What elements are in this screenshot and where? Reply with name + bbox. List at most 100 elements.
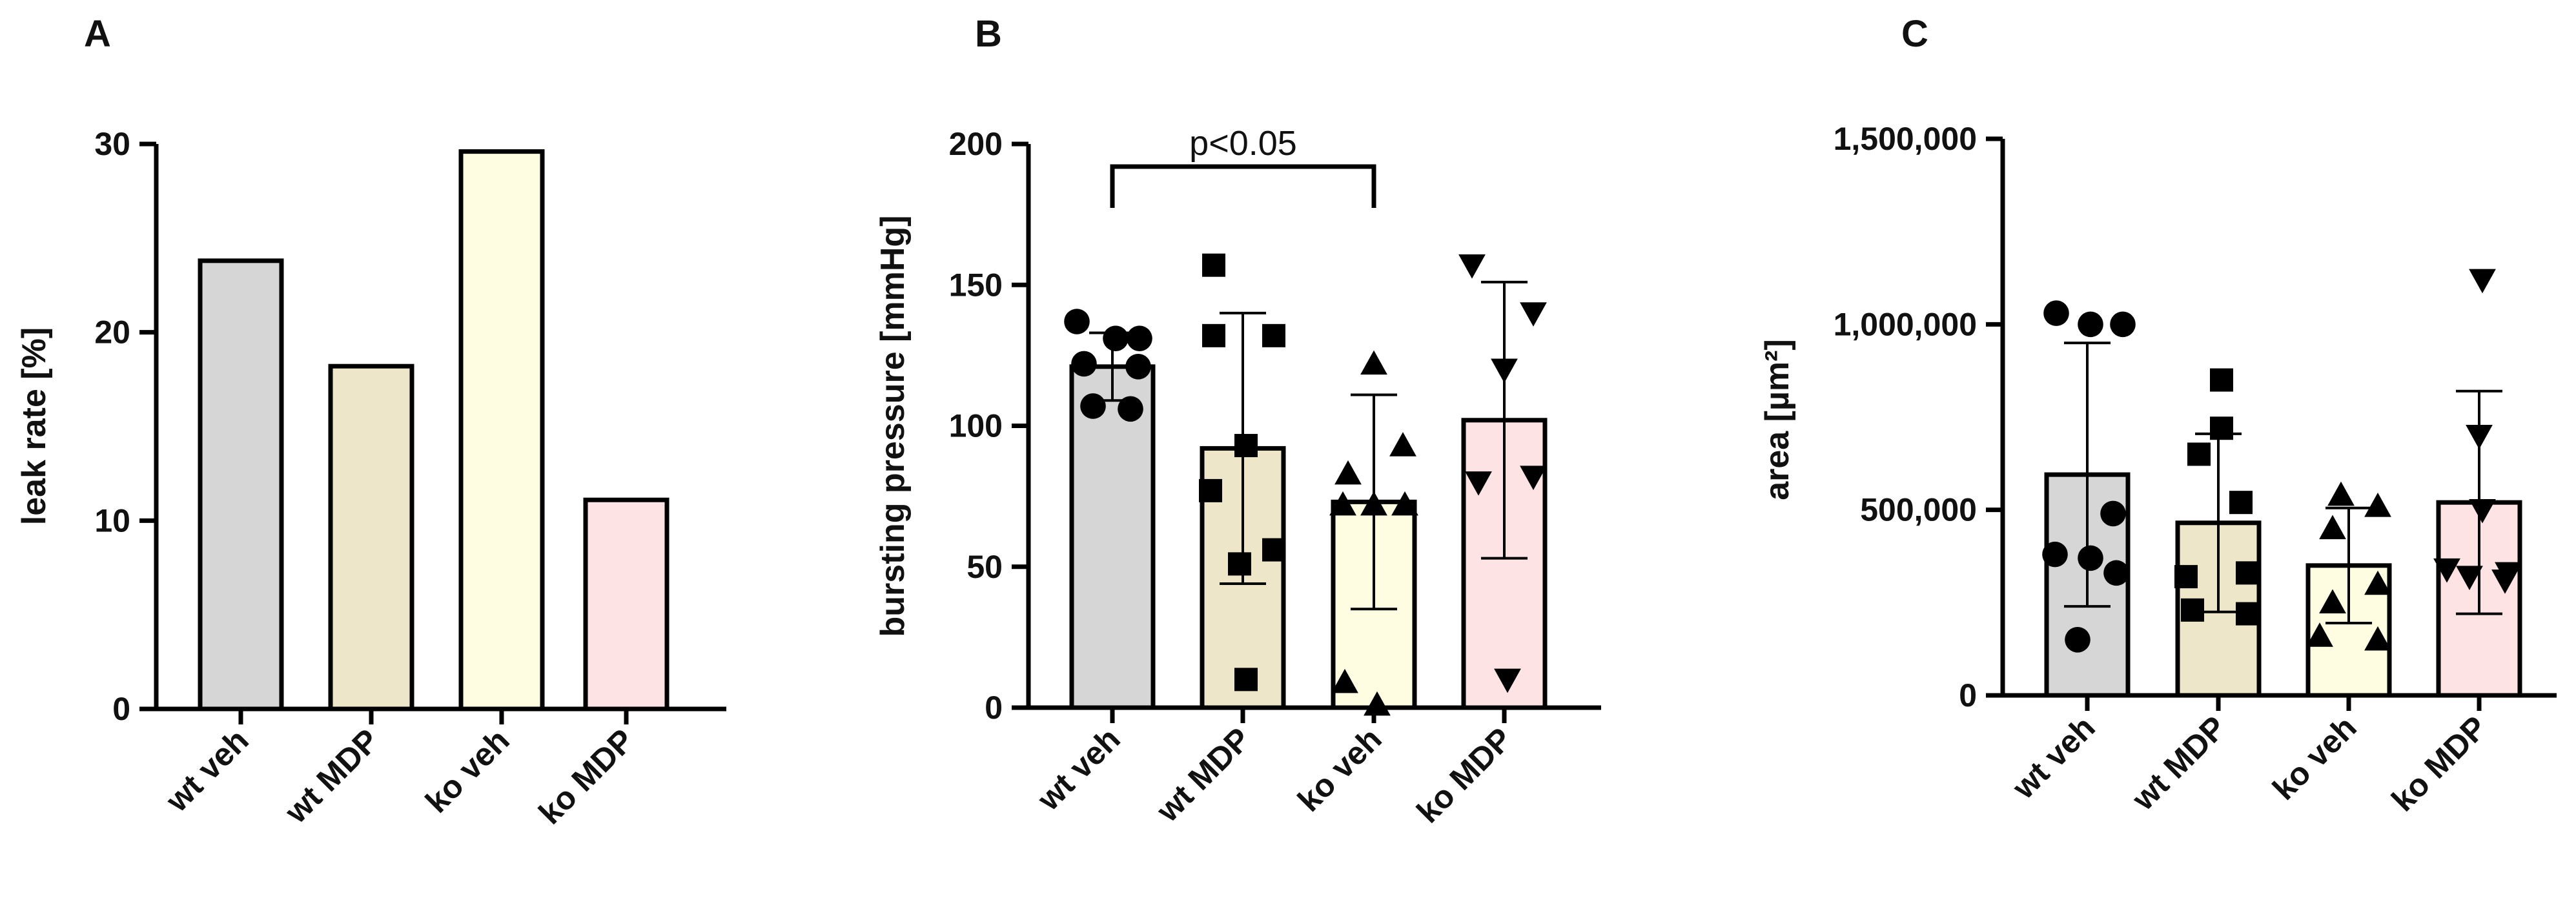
panel-c-data-point-wt-veh	[2103, 560, 2129, 586]
panel-b-data-point-wt-veh	[1103, 325, 1129, 351]
panel-b-bursting-pressure-chart: B bursting pressure [mmHg] 050100150200 …	[874, 13, 1601, 830]
panel-a-bar-ko-veh	[458, 149, 545, 712]
panel-b-data-point-ko-veh	[1360, 350, 1387, 375]
panel-c-y-tick-label: 1,500,000	[1834, 121, 1977, 157]
panel-b-data-point-ko-mdp	[1520, 302, 1547, 327]
panel-c-y-axis-label: area [µm²]	[1759, 339, 1796, 500]
panel-c-data-point-ko-mdp	[2456, 566, 2483, 590]
panel-b-data-point-wt-mdp	[1262, 538, 1285, 562]
panel-c-data-point-ko-veh	[2327, 481, 2355, 506]
panel-a-y-tick-label: 20	[94, 314, 130, 351]
panel-b-data-point-ko-mdp	[1494, 668, 1521, 693]
panel-b-bars	[1069, 364, 1548, 710]
panel-b-data-point-wt-mdp	[1202, 253, 1225, 277]
panel-a-x-tick-label-ko-mdp: ko MDP	[532, 722, 641, 831]
panel-a-bar-ko-mdp	[583, 497, 670, 712]
panel-b-data-point-ko-mdp	[1465, 471, 1492, 496]
panel-b-y-tick-label: 50	[966, 549, 1003, 585]
panel-c-x-tick-label-ko-mdp: ko MDP	[2385, 709, 2494, 818]
panel-b-data-point-wt-veh	[1071, 351, 1097, 377]
panel-a-y-axis-label: leak rate [%]	[15, 327, 53, 525]
panel-a-y-tick-label: 10	[94, 502, 130, 538]
panel-c-data-point-ko-veh	[2364, 626, 2391, 651]
panel-b-label: B	[975, 13, 1002, 55]
panel-a-x-tick-label-wt-veh: wt veh	[158, 722, 255, 819]
panel-b-x-tick-label-wt-mdp: wt MDP	[1149, 721, 1258, 829]
panel-c-data-point-ko-veh	[2319, 515, 2346, 540]
panel-b-significance-label: p<0.05	[1189, 124, 1297, 163]
panel-c-data-point-wt-veh	[2043, 300, 2069, 326]
panel-b-data-point-wt-veh	[1127, 325, 1152, 351]
panel-c-x-tick-label-ko-veh: ko veh	[2265, 709, 2364, 807]
panel-c-data-point-wt-veh	[2042, 541, 2068, 568]
panel-b-data-point-wt-mdp	[1262, 323, 1285, 347]
panel-c-data-point-ko-mdp	[2469, 269, 2496, 294]
panel-b-data-point-ko-veh	[1389, 432, 1416, 456]
panel-b-data-point-wt-veh	[1064, 309, 1090, 334]
panel-c-data-point-ko-mdp	[2433, 558, 2460, 583]
panel-c-data-point-ko-veh	[2319, 589, 2346, 614]
panel-b-data-point-wt-mdp	[1234, 668, 1258, 692]
panel-b-x-tick-label-ko-mdp: ko MDP	[1410, 721, 1519, 830]
panel-b-x-tick-labels: wt veh wt MDP ko veh ko MDP	[1030, 708, 1519, 830]
panel-b-data-point-wt-veh	[1118, 396, 1143, 422]
panel-c-y-ticks: 0 500,000 1,000,000 1,500,000	[1834, 121, 2003, 713]
panel-b-data-point-wt-veh	[1125, 354, 1151, 380]
panel-b-y-tick-label: 100	[949, 408, 1003, 444]
panel-b-significance-bracket: p<0.05	[1110, 124, 1376, 208]
panel-b-x-tick-label-ko-veh: ko veh	[1291, 721, 1389, 819]
panel-a-x-tick-label-ko-veh: ko veh	[418, 722, 516, 820]
panel-b-data-point-ko-veh	[1331, 668, 1358, 693]
panel-c-y-tick-label: 500,000	[1860, 492, 1977, 528]
panel-c-data-point-ko-mdp	[2466, 425, 2493, 449]
panel-c-data-point-wt-mdp	[2236, 561, 2259, 585]
panel-b-x-tick-label-wt-veh: wt veh	[1030, 721, 1127, 817]
panel-b-y-tick-label: 200	[949, 126, 1003, 162]
panel-b-data-point-ko-veh	[1329, 491, 1356, 516]
panel-c-data-point-wt-mdp	[2236, 602, 2259, 626]
panel-c-data-point-wt-mdp	[2210, 416, 2233, 440]
panel-b-data-point-ko-mdp	[1520, 466, 1547, 490]
panel-b-data-point-ko-veh	[1334, 460, 1362, 485]
panel-c-data-point-wt-mdp	[2174, 565, 2198, 589]
panel-c-x-tick-labels: wt veh wt MDP ko veh ko MDP	[2005, 695, 2494, 818]
panel-c-data-point-ko-veh	[2306, 622, 2333, 647]
panel-b-data-point-wt-mdp	[1202, 323, 1225, 347]
panel-a-x-tick-label-wt-mdp: wt MDP	[278, 722, 386, 830]
panel-b-data-point-wt-mdp	[1199, 478, 1222, 502]
panel-a-x-tick-labels: wt veh wt MDP ko veh ko MDP	[158, 709, 641, 831]
panel-b-data-points	[1064, 253, 1547, 716]
panel-c-data-points	[2042, 269, 2522, 653]
panel-c-y-tick-label: 1,000,000	[1834, 306, 1977, 342]
panel-c-x-tick-label-wt-mdp: wt MDP	[2125, 709, 2233, 817]
panel-c-data-point-wt-veh	[2078, 311, 2103, 338]
panel-c-y-tick-label: 0	[1959, 677, 1977, 713]
panel-b-data-point-ko-mdp	[1491, 358, 1518, 384]
panel-c-data-point-wt-veh	[2100, 500, 2126, 527]
panel-c-label: C	[1901, 13, 1928, 55]
panel-b-data-point-wt-veh	[1080, 393, 1106, 419]
panel-a-label: A	[84, 13, 111, 55]
panel-b-data-point-wt-mdp	[1234, 434, 1258, 458]
panel-b-data-point-ko-veh	[1391, 491, 1418, 516]
panel-b-data-point-ko-veh	[1360, 491, 1387, 516]
panel-b-y-axis-label: bursting pressure [mmHg]	[874, 216, 912, 637]
panel-c-data-point-wt-mdp	[2181, 598, 2204, 622]
panel-a-bars	[198, 149, 670, 712]
panel-b-y-tick-label: 150	[949, 267, 1003, 303]
panel-c-data-point-wt-veh	[2110, 311, 2136, 338]
panel-c-data-point-wt-veh	[2065, 627, 2090, 653]
panel-c-data-point-wt-mdp	[2187, 442, 2211, 466]
panel-a-y-tick-label: 0	[112, 691, 130, 727]
panel-b-significance-bracket-line	[1110, 164, 1376, 208]
panel-b-data-point-wt-mdp	[1228, 552, 1251, 576]
panel-a-bar-wt-veh	[198, 258, 284, 712]
panel-a-y-ticks: 0 10 20 30	[94, 126, 156, 727]
panel-c-data-point-wt-mdp	[2229, 491, 2253, 515]
panel-a-y-tick-label: 30	[94, 126, 130, 162]
panel-c-data-point-wt-veh	[2078, 545, 2103, 571]
panel-c-data-point-ko-mdp	[2491, 569, 2519, 594]
panel-a-bar-wt-mdp	[328, 364, 414, 712]
panel-c-area-chart: C area [µm²] 0500,0001,000,0001,500,000 …	[1759, 13, 2557, 818]
